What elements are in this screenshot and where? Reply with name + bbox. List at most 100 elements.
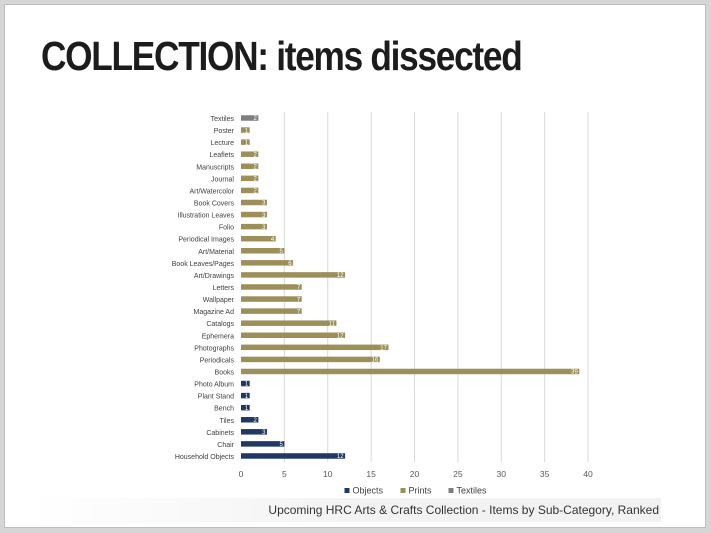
data-label: 1 [245,406,249,412]
category-label: Art/Watercolor [190,188,235,195]
data-label: 17 [380,346,387,352]
bar-prints [241,139,250,145]
data-label: 2 [254,116,258,122]
category-label: Magazine Ad [194,309,235,316]
bar-objects [241,441,285,447]
bar-prints [241,211,268,218]
bar-objects [241,392,250,399]
category-label: Photo Album [194,382,234,389]
bar-prints [241,187,259,194]
category-label: Cabinets [206,430,234,437]
x-tick-label: 30 [497,469,507,479]
bar-prints [241,332,346,339]
slide-title: COLLECTION: items dissected [41,33,523,79]
data-label: 5 [280,249,284,255]
category-label: Book Covers [194,200,235,207]
bar-prints [241,368,580,375]
category-label: Ephemera [202,333,234,340]
data-label: 5 [280,442,284,448]
data-label: 12 [337,273,344,279]
x-tick-label: 25 [453,469,463,479]
data-label: 1 [245,128,249,134]
legend-swatch-prints [400,488,406,493]
data-label: 1 [245,140,249,146]
bar-prints [241,260,294,266]
bar-objects [241,429,268,435]
category-label: Folio [219,225,234,232]
bar-prints [241,175,259,182]
bar-objects [241,417,259,423]
data-label: 39 [571,370,578,376]
bar-objects [241,404,250,411]
data-label: 7 [297,309,301,315]
data-label: 4 [271,237,275,243]
category-label: Art/Drawings [194,273,235,280]
category-label: Chair [217,442,234,449]
bar-prints [241,344,389,351]
legend-label-textiles: Textiles [457,486,488,496]
data-label: 2 [254,177,258,183]
data-label: 6 [288,261,292,267]
category-label: Bench [214,406,234,413]
bar-prints [241,151,259,157]
category-label: Book Leaves/Pages [172,261,235,268]
category-label: Books [215,369,235,376]
data-label: 12 [337,454,344,460]
x-tick-label: 5 [282,469,287,479]
bar-prints [241,235,276,242]
data-label: 7 [297,297,301,303]
data-label: 2 [254,189,258,195]
category-label: Letters [213,285,235,292]
category-label: Wallpaper [203,297,235,304]
bar-prints [241,163,259,170]
x-tick-label: 15 [366,469,376,479]
bar-prints [241,127,250,133]
data-label: 12 [337,333,344,339]
category-label: Periodical Images [178,237,234,244]
data-label: 16 [372,358,379,364]
data-label: 1 [245,394,249,400]
legend-label-prints: Prints [409,486,433,496]
bar-prints [241,308,302,314]
category-label: Leaflets [209,152,234,159]
caption-band [29,498,661,522]
category-label: Plant Stand [198,394,234,401]
data-label: 11 [329,321,336,327]
bar-prints [241,248,285,254]
bar-prints [241,223,268,230]
x-tick-label: 20 [410,469,420,479]
category-label: Illustration Leaves [178,213,235,220]
category-label: Art/Material [198,249,234,256]
data-label: 1 [245,382,249,388]
data-label: 3 [262,430,266,436]
data-label: 3 [262,201,266,207]
category-label: Lecture [211,140,234,147]
bar-prints [241,320,337,326]
data-label: 3 [262,225,266,231]
slide: COLLECTION: items dissected Upcoming HRC… [4,4,706,528]
category-label: Household Objects [175,454,235,461]
data-label: 2 [254,152,258,158]
bar-prints [241,356,380,363]
bar-prints [241,296,302,302]
x-tick-label: 35 [540,469,550,479]
bar-prints [241,284,302,290]
x-tick-label: 40 [583,469,593,479]
bar-textiles [241,115,259,121]
legend-label-objects: Objects [353,486,384,496]
bar-prints [241,199,268,206]
bar-objects [241,380,250,387]
x-tick-label: 0 [239,469,244,479]
category-label: Textiles [211,116,235,123]
category-label: Catalogs [206,321,234,328]
legend-swatch-textiles [448,488,454,493]
category-label: Journal [211,176,234,183]
legend-swatch-objects [344,488,350,493]
category-label: Tiles [219,418,234,425]
data-label: 3 [262,213,266,219]
category-label: Periodicals [200,357,235,364]
data-label: 7 [297,285,301,291]
data-label: 2 [254,164,258,170]
category-label: Photographs [194,345,234,352]
